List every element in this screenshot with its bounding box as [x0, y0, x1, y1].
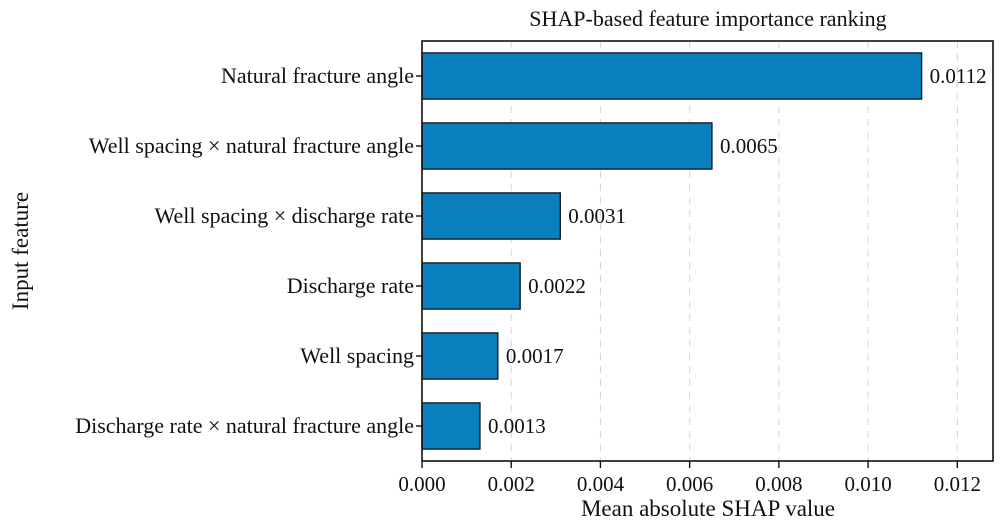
value-label-well-spacing-x-natural-fracture-angle: 0.0065: [720, 134, 778, 158]
grid-layer: [421, 41, 958, 461]
bar-discharge-rate: [421, 262, 521, 310]
value-label-natural-fracture-angle: 0.0112: [930, 64, 987, 88]
value-label-discharge-rate-x-natural-fracture-angle: 0.0013: [488, 414, 546, 438]
category-label-well-spacing-x-discharge-rate: Well spacing × discharge rate: [155, 203, 414, 228]
category-label-well-spacing-x-natural-fracture-angle: Well spacing × natural fracture angle: [89, 133, 414, 158]
value-label-well-spacing-x-discharge-rate: 0.0031: [568, 204, 626, 228]
x-tick-label: 0.012: [934, 472, 981, 496]
bar-natural-fracture-angle: [421, 52, 923, 100]
category-label-discharge-rate-x-natural-fracture-angle: Discharge rate × natural fracture angle: [75, 413, 414, 438]
x-tick-label: 0.006: [666, 472, 713, 496]
x-tick-label: 0.000: [398, 472, 445, 496]
bars-layer: [421, 52, 923, 450]
bar-discharge-rate-x-natural-fracture-angle: [421, 402, 481, 450]
value-labels-layer: 0.0112 0.0065 0.0031 0.0022 0.0017 0.0013: [488, 64, 987, 438]
x-axis-ticks: 0.000 0.002 0.004 0.006 0.008 0.010 0.012: [398, 461, 981, 496]
y-axis-label: Input feature: [8, 192, 33, 310]
category-label-discharge-rate: Discharge rate: [287, 273, 414, 298]
category-labels-layer: Natural fracture angle Well spacing × nat…: [75, 63, 422, 438]
x-tick-label: 0.004: [577, 472, 625, 496]
bar-well-spacing-x-discharge-rate: [421, 192, 561, 240]
category-label-natural-fracture-angle: Natural fracture angle: [221, 63, 414, 88]
x-tick-label: 0.002: [488, 472, 535, 496]
bar-well-spacing: [421, 332, 499, 380]
x-tick-label: 0.010: [844, 472, 891, 496]
value-label-well-spacing: 0.0017: [506, 344, 564, 368]
bar-well-spacing-x-natural-fracture-angle: [421, 122, 713, 170]
category-label-well-spacing: Well spacing: [300, 343, 414, 368]
x-tick-label: 0.008: [755, 472, 802, 496]
value-label-discharge-rate: 0.0022: [528, 274, 586, 298]
chart-title: SHAP-based feature importance ranking: [529, 6, 886, 31]
plot-frame: [421, 40, 994, 462]
x-axis-label: Mean absolute SHAP value: [581, 496, 835, 521]
